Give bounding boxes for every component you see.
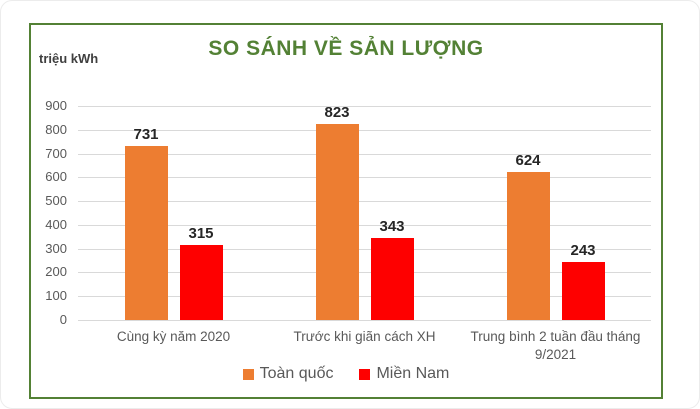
legend-swatch-mien-nam (359, 368, 371, 380)
bar-value-label: 243 (570, 242, 596, 260)
gridline (78, 129, 651, 131)
bar-value-label: 343 (379, 218, 405, 236)
bar-mien-nam-3: 243 (561, 242, 605, 320)
plot-area: 731 315 823 343 624 243 (78, 104, 651, 321)
chart-title: SO SÁNH VỀ SẢN LƯỢNG (208, 37, 484, 60)
legend-item-toan-quoc: Toàn quốc (242, 365, 334, 383)
bar-group-2: 823 343 (269, 104, 460, 320)
legend-swatch-toan-quoc (242, 368, 254, 380)
gridline (78, 153, 651, 155)
bar-toan-quoc-3: 624 (506, 152, 550, 320)
y-axis-tick-label: 200 (45, 264, 67, 280)
bar-toan-quoc-2: 823 (315, 104, 359, 320)
bar-value-label: 731 (133, 126, 159, 144)
x-axis-category-label: Cùng kỳ năm 2020 (116, 329, 231, 344)
legend-label: Miền Nam (376, 365, 450, 382)
gridline (78, 201, 651, 203)
chart-frame: SO SÁNH VỀ SẢN LƯỢNG triệu kWh 0 100 200 30… (29, 23, 663, 399)
gridline (78, 224, 651, 226)
bar-group-1: 731 315 (78, 106, 269, 320)
y-axis-tick-label: 0 (59, 312, 67, 327)
legend: Toàn quốc Miền Nam (31, 365, 661, 383)
gridline (78, 320, 651, 321)
bar-mien-nam-1: 315 (179, 225, 223, 320)
y-axis: 0 100 200 300 400 500 600 700 800 900 (31, 98, 71, 327)
bar-group-3: 624 243 (460, 106, 651, 320)
gridline (78, 296, 651, 298)
x-axis-category-label: Trước khi giãn cách XH (293, 329, 436, 344)
y-axis-tick-label: 700 (45, 145, 67, 161)
x-axis-category-label: Trung bình 2 tuần đầu tháng 9/2021 (470, 329, 641, 362)
y-axis-tick-label: 900 (45, 98, 67, 113)
bar-toan-quoc-1: 731 (124, 126, 168, 320)
bar-mien-nam-2: 343 (370, 218, 414, 320)
gridline (78, 177, 651, 179)
legend-item-mien-nam: Miền Nam (359, 365, 449, 383)
y-axis-tick-label: 800 (45, 121, 67, 137)
y-axis-tick-label: 500 (45, 193, 67, 209)
y-axis-tick-label: 300 (45, 240, 67, 256)
gridline (78, 248, 651, 250)
y-axis-tick-label: 100 (45, 288, 67, 304)
legend-label: Toàn quốc (259, 365, 334, 382)
bar-value-label: 315 (188, 225, 214, 243)
gridline (78, 272, 651, 274)
y-axis-tick-label: 600 (45, 169, 67, 185)
gridline (78, 106, 651, 107)
bar-value-label: 624 (515, 151, 541, 169)
x-axis: Cùng kỳ năm 2020 Trước khi giãn cách XH Tr… (78, 328, 651, 366)
y-axis-tick-label: 400 (45, 216, 67, 232)
bar-value-label: 823 (324, 104, 350, 122)
y-axis-unit-label: triệu kWh (39, 51, 99, 66)
